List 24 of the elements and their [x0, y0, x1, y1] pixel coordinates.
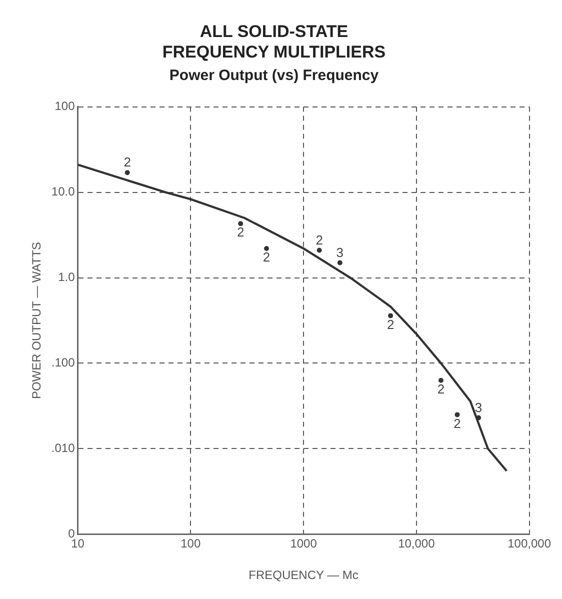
chart-subtitle: Power Output (vs) Frequency — [169, 66, 380, 84]
x-tick-label: 10,000 — [398, 536, 436, 551]
x-tick-label: 10 — [71, 536, 85, 551]
annotation: 2 — [262, 250, 270, 265]
annotation: 3 — [336, 244, 344, 260]
y-axis-title: POWER OUTPUT — WATTS — [30, 242, 44, 400]
y-tick-label: .100 — [51, 356, 76, 370]
x-tick-label: 100 — [180, 536, 201, 551]
x-tick-label: 1000 — [290, 536, 318, 551]
x-tick-label: 100,000 — [508, 536, 552, 551]
text: ALL SOLID-STATE — [200, 22, 348, 41]
annotation: 2 — [124, 154, 131, 170]
y-tick-label: 1.0 — [58, 270, 76, 284]
x-axis-title: FREQUENCY — Mc — [248, 568, 358, 582]
annotation: 2 — [437, 381, 445, 396]
annotation: 2 — [386, 316, 394, 332]
annotation: 2 — [236, 224, 244, 240]
annotation: 3 — [474, 400, 482, 415]
y-tick-label: 10.0 — [51, 184, 76, 199]
y-tick-label: 100 — [54, 99, 76, 114]
y-tick-label: .010 — [51, 441, 76, 456]
annotation: 2 — [454, 416, 461, 431]
text: FREQUENCY MULTIPLIERS — [162, 42, 386, 62]
annotation: 2 — [316, 232, 323, 248]
